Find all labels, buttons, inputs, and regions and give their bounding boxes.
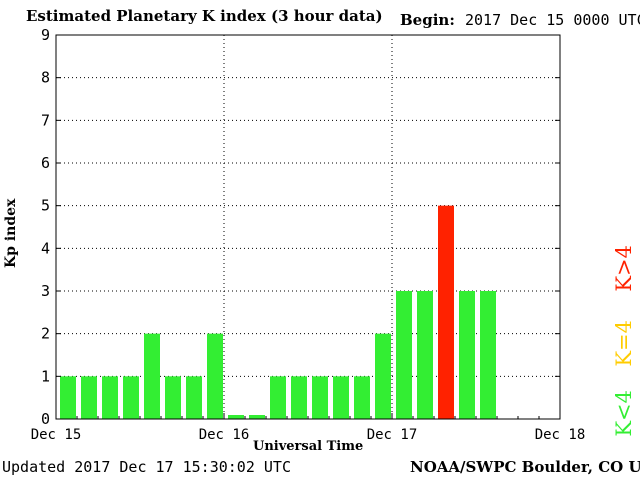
kp-bar [396, 291, 412, 419]
kp-bar [123, 376, 139, 419]
y-tick-label: 5 [41, 197, 50, 215]
y-tick-labels: 0 1 2 3 4 5 6 7 8 9 [41, 26, 50, 428]
x-tick-label: Dec 16 [199, 427, 250, 443]
kp-bar [270, 376, 286, 419]
legend-above: K>4 [588, 165, 636, 305]
kp-bar [186, 376, 202, 419]
x-tick-label: Dec 15 [31, 427, 82, 443]
x-axis-label: Universal Time [253, 439, 364, 454]
kp-bars [60, 205, 496, 419]
legend-label-below: K<4 [612, 389, 636, 437]
y-tick-label: 2 [41, 325, 50, 343]
updated-timestamp: Updated 2017 Dec 17 15:30:02 UTC [2, 458, 291, 476]
kp-bar [165, 376, 181, 419]
kp-bar [144, 333, 160, 419]
kp-bar [480, 291, 496, 419]
y-tick-label: 8 [41, 69, 50, 87]
kp-bar [81, 376, 97, 419]
kp-bar [375, 333, 391, 419]
y-tick-label: 3 [41, 282, 50, 300]
y-tick-label: 6 [41, 154, 50, 172]
y-tick-label: 0 [41, 410, 50, 428]
legend-label-above: K>4 [612, 244, 636, 292]
legend-label-equal: K=4 [612, 319, 636, 367]
x-tick-labels: Dec 15 Dec 16 Dec 17 Dec 18 [31, 427, 586, 443]
y-tick-label: 4 [41, 239, 50, 257]
kp-bar [354, 376, 370, 419]
y-tick-label: 9 [41, 26, 50, 44]
axes [55, 34, 561, 420]
begin-label: Begin: [400, 11, 455, 29]
kp-bar [60, 376, 76, 419]
y-axis-label-wrap: Kp index [3, 168, 20, 268]
y-tick-label: 1 [41, 367, 50, 385]
kp-bar [102, 376, 118, 419]
kp-bar [438, 205, 454, 419]
kp-bar [291, 376, 307, 419]
begin-value: 2017 Dec 15 0000 UTC [465, 11, 640, 29]
y-tick-label: 7 [41, 111, 50, 129]
kp-bar [228, 415, 244, 419]
kp-bar [249, 415, 265, 419]
chart-title: Estimated Planetary K index (3 hour data… [26, 7, 383, 25]
kp-bar [312, 376, 328, 419]
kp-bar [459, 291, 475, 419]
kp-bar [417, 291, 433, 419]
x-tick-label: Dec 17 [367, 427, 418, 443]
credit-text: NOAA/SWPC Boulder, CO USA [410, 458, 640, 476]
y-axis-label: Kp index [3, 198, 19, 268]
kp-bar [333, 376, 349, 419]
x-tick-label: Dec 18 [535, 427, 586, 443]
kp-bar [207, 333, 223, 419]
